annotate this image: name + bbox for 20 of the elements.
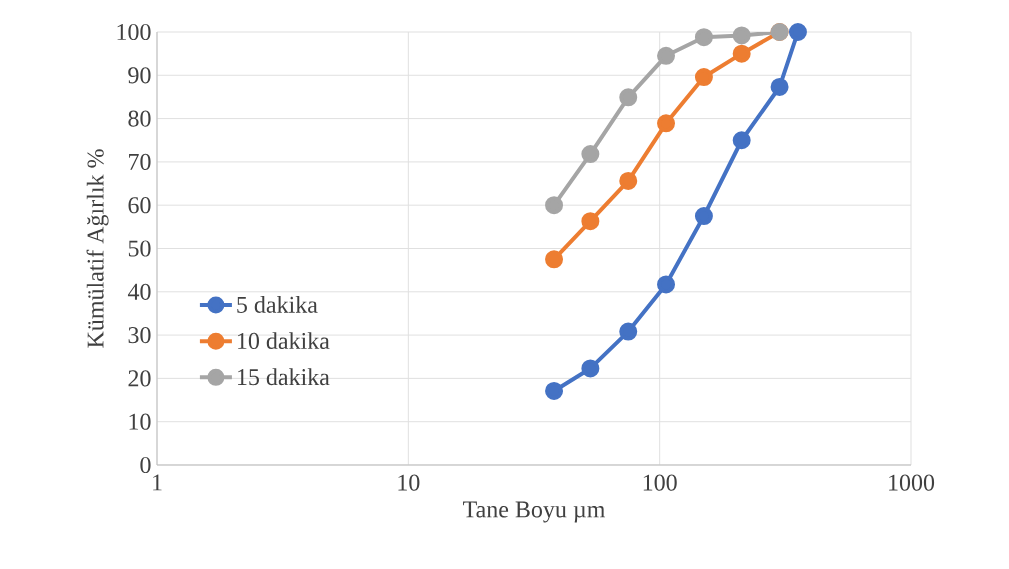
y-tick-label: 40: [127, 283, 151, 300]
x-tick-label: 10: [398, 474, 420, 491]
y-tick-label: 60: [128, 197, 151, 214]
legend-label: 10 dakika: [238, 332, 330, 350]
y-tick-label: 50: [128, 240, 151, 257]
y-tick-label: 20: [128, 370, 151, 387]
y-tick-label: 70: [129, 153, 151, 170]
y-tick-label: 10: [129, 413, 151, 430]
y-tick-label: 30: [128, 326, 151, 344]
legend-label: 15 dakika: [238, 368, 330, 386]
y-tick-label: 80: [128, 110, 151, 127]
y-tick-label: 100: [117, 23, 151, 41]
y-tick-label: 90: [128, 67, 151, 84]
x-tick-label: 1000: [889, 474, 935, 491]
legend-label: 5 dakika: [237, 295, 318, 313]
x-tick-label: 1: [153, 474, 162, 491]
x-tick-label: 100: [643, 474, 677, 491]
y-tick-label: 0: [140, 456, 151, 474]
y-axis-title: Kümülatif Ağırlık %: [86, 149, 109, 348]
x-axis-title: Tane Boyu µm: [463, 501, 606, 523]
